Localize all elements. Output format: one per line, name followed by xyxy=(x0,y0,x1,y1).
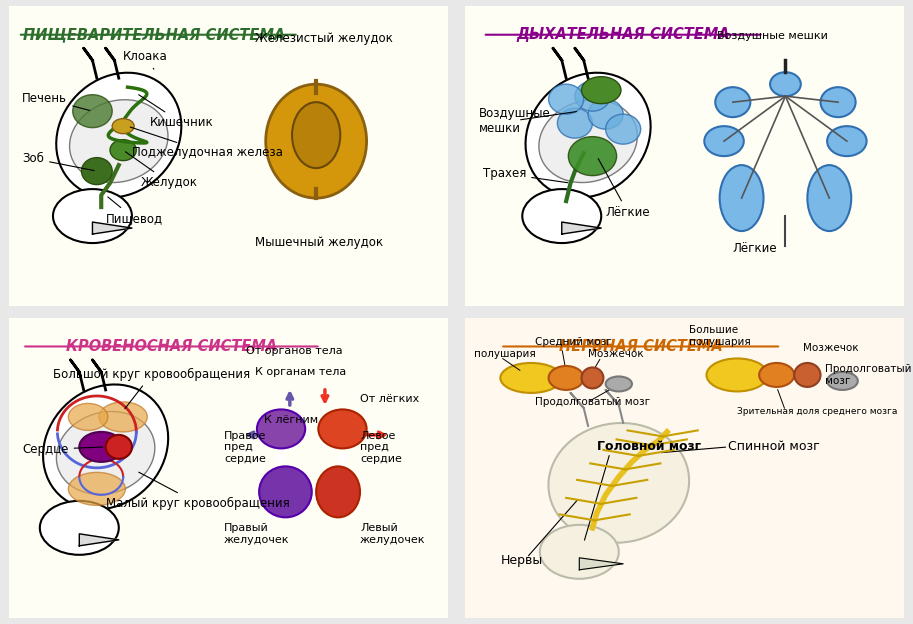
Text: От органов тела: От органов тела xyxy=(246,346,342,356)
Ellipse shape xyxy=(794,363,821,387)
FancyBboxPatch shape xyxy=(5,3,452,309)
Ellipse shape xyxy=(526,73,651,198)
Text: От лёгких: От лёгких xyxy=(360,394,419,404)
Text: Правый
желудочек: Правый желудочек xyxy=(224,523,289,545)
Ellipse shape xyxy=(316,466,360,517)
Circle shape xyxy=(540,525,619,579)
Text: Лёгкие: Лёгкие xyxy=(732,242,777,255)
FancyBboxPatch shape xyxy=(461,3,908,309)
Text: Трахея: Трахея xyxy=(483,167,568,183)
Ellipse shape xyxy=(821,87,855,117)
Text: полушария: полушария xyxy=(474,349,536,359)
Ellipse shape xyxy=(549,84,583,114)
Text: Головной мозг: Головной мозг xyxy=(597,440,701,453)
Ellipse shape xyxy=(68,472,125,505)
Ellipse shape xyxy=(106,435,132,459)
Ellipse shape xyxy=(719,165,763,231)
Text: Левый
желудочек: Левый желудочек xyxy=(360,523,425,545)
Ellipse shape xyxy=(99,402,147,432)
Text: Мозжечок: Мозжечок xyxy=(803,343,858,353)
Ellipse shape xyxy=(568,137,616,175)
Text: Желудок: Желудок xyxy=(125,152,198,189)
Text: Зрительная доля среднего мозга: Зрительная доля среднего мозга xyxy=(737,407,897,416)
Polygon shape xyxy=(92,222,132,234)
Text: Железистый желудок: Железистый желудок xyxy=(255,32,393,45)
Text: К органам тела: К органам тела xyxy=(255,367,346,377)
Text: Большие
полушария: Большие полушария xyxy=(689,325,750,347)
Ellipse shape xyxy=(259,466,311,517)
Ellipse shape xyxy=(588,99,624,129)
Ellipse shape xyxy=(605,114,641,144)
Ellipse shape xyxy=(827,372,858,390)
Text: НЕРВНАЯ СИСТЕМА: НЕРВНАЯ СИСТЕМА xyxy=(559,339,722,354)
Circle shape xyxy=(522,189,602,243)
Text: ПИЩЕВАРИТЕЛЬНАЯ СИСТЕМА: ПИЩЕВАРИТЕЛЬНАЯ СИСТЕМА xyxy=(23,27,285,42)
Circle shape xyxy=(79,432,123,462)
Polygon shape xyxy=(79,534,119,546)
Ellipse shape xyxy=(605,376,632,391)
Text: Мозжечок: Мозжечок xyxy=(588,349,644,359)
Text: Мышечный желудок: Мышечный желудок xyxy=(255,236,383,249)
Ellipse shape xyxy=(704,126,744,156)
Ellipse shape xyxy=(582,77,621,104)
Ellipse shape xyxy=(539,100,637,183)
Ellipse shape xyxy=(582,368,603,388)
Polygon shape xyxy=(561,222,602,234)
Ellipse shape xyxy=(715,87,750,117)
Ellipse shape xyxy=(770,72,801,96)
Text: Продолговатый мозг: Продолговатый мозг xyxy=(535,397,651,407)
Ellipse shape xyxy=(110,140,136,160)
Ellipse shape xyxy=(707,358,768,391)
Text: Зоб: Зоб xyxy=(22,152,94,170)
Text: Сердце: Сердце xyxy=(22,443,103,456)
Ellipse shape xyxy=(827,126,866,156)
Ellipse shape xyxy=(73,95,112,128)
Circle shape xyxy=(53,189,132,243)
Ellipse shape xyxy=(807,165,851,231)
Ellipse shape xyxy=(57,411,155,494)
Ellipse shape xyxy=(257,409,305,449)
Ellipse shape xyxy=(575,81,610,111)
Text: Воздушные
мешки: Воздушные мешки xyxy=(478,107,551,135)
Circle shape xyxy=(549,366,583,390)
Text: Правое
пред
сердие: Правое пред сердие xyxy=(224,431,267,464)
Text: КРОВЕНОСНАЯ СИСТЕМА: КРОВЕНОСНАЯ СИСТЕМА xyxy=(66,339,277,354)
Ellipse shape xyxy=(43,384,168,509)
Circle shape xyxy=(40,501,119,555)
Text: Продолговатый
мозг: Продолговатый мозг xyxy=(825,364,911,386)
Ellipse shape xyxy=(266,84,367,198)
Text: Лёгкие: Лёгкие xyxy=(598,158,650,219)
Ellipse shape xyxy=(112,119,134,134)
Text: Большой круг кровообращения: Большой круг кровообращения xyxy=(53,368,250,409)
Circle shape xyxy=(759,363,794,387)
Ellipse shape xyxy=(549,423,689,543)
Ellipse shape xyxy=(557,108,593,138)
Text: К лёгним: К лёгним xyxy=(264,415,318,425)
Ellipse shape xyxy=(69,100,168,183)
FancyBboxPatch shape xyxy=(5,315,452,621)
Polygon shape xyxy=(580,558,624,570)
Text: Левое
пред
сердие: Левое пред сердие xyxy=(360,431,402,464)
Text: Клоака: Клоака xyxy=(123,50,168,69)
Ellipse shape xyxy=(500,363,561,393)
Text: Пищевод: Пищевод xyxy=(106,197,163,225)
Text: Нервы: Нервы xyxy=(500,554,542,567)
Text: Воздушные мешки: Воздушные мешки xyxy=(717,31,828,41)
Text: ДЫХАТЕЛЬНАЯ СИСТЕМА: ДЫХАТЕЛЬНАЯ СИСТЕМА xyxy=(517,27,730,42)
Text: Средний мозг: Средний мозг xyxy=(535,337,613,347)
Text: Печень: Печень xyxy=(22,92,89,110)
Ellipse shape xyxy=(81,158,112,185)
FancyBboxPatch shape xyxy=(461,315,908,621)
Text: Поджелудочная железа: Поджелудочная железа xyxy=(131,127,283,159)
Ellipse shape xyxy=(57,73,182,198)
Ellipse shape xyxy=(319,409,367,449)
Text: Малый круг кровообращения: Малый круг кровообращения xyxy=(106,472,289,510)
Ellipse shape xyxy=(292,102,341,168)
Ellipse shape xyxy=(68,404,108,431)
Text: Спинной мозг: Спинной мозг xyxy=(729,440,820,453)
Text: Кишечник: Кишечник xyxy=(139,95,214,129)
